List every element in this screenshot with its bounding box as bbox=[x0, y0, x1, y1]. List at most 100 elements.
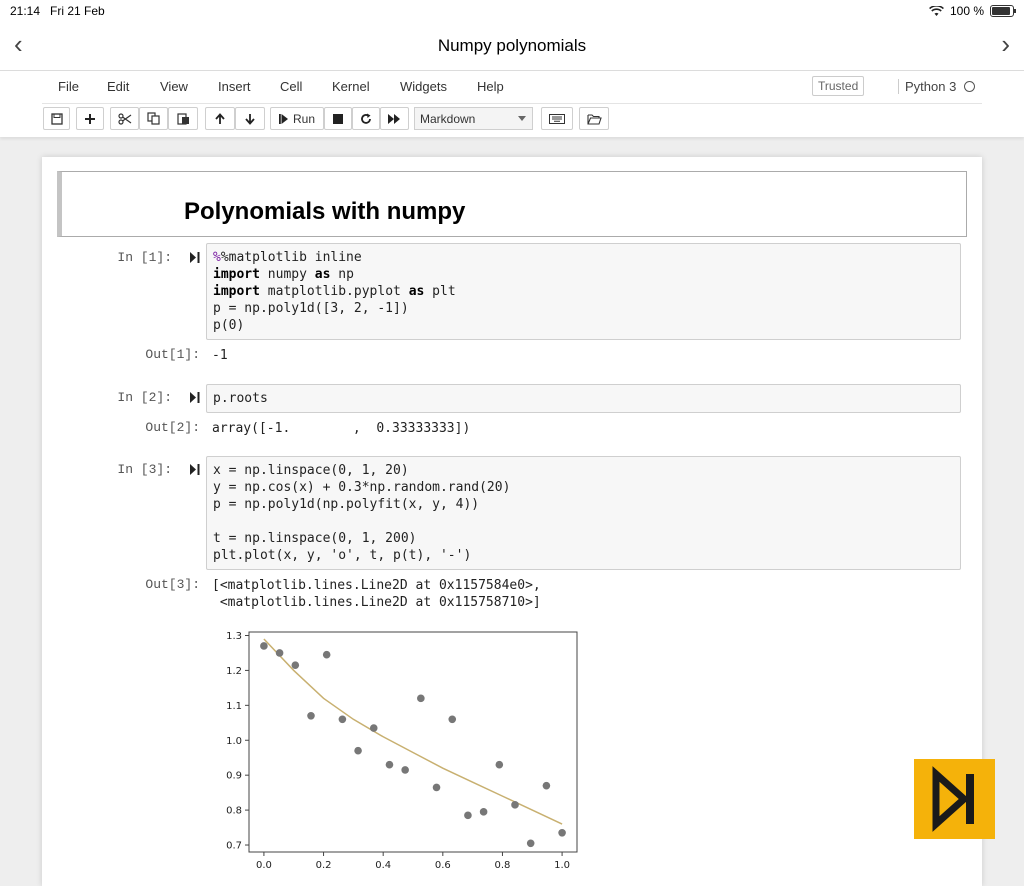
move-down-button[interactable] bbox=[235, 107, 265, 130]
copy-button[interactable] bbox=[139, 107, 168, 130]
folder-open-icon bbox=[586, 113, 602, 125]
code-line: import numpy as np bbox=[213, 267, 354, 282]
output-1: -1 bbox=[212, 348, 228, 363]
forward-arrow-icon[interactable]: › bbox=[1001, 29, 1010, 59]
menu-cell[interactable]: Cell bbox=[280, 79, 303, 94]
status-time-date: 21:14 Fri 21 Feb bbox=[10, 4, 105, 18]
data-point bbox=[307, 712, 315, 720]
insert-cell-button[interactable] bbox=[76, 107, 104, 130]
menu-kernel[interactable]: Kernel bbox=[332, 79, 370, 94]
data-point bbox=[369, 724, 378, 732]
back-arrow-icon[interactable]: ‹ bbox=[14, 29, 23, 59]
y-tick-label: 1.2 bbox=[226, 666, 242, 677]
wifi-icon bbox=[929, 5, 944, 16]
menu-edit[interactable]: Edit bbox=[107, 79, 130, 94]
x-tick-label: 1.0 bbox=[554, 860, 570, 871]
data-point bbox=[260, 642, 268, 650]
out-prompt-3: Out[3]: bbox=[145, 577, 200, 592]
data-point bbox=[417, 694, 425, 703]
menu-view[interactable]: View bbox=[160, 79, 188, 94]
fit-line bbox=[263, 638, 563, 825]
menu-insert[interactable]: Insert bbox=[218, 79, 251, 94]
trusted-badge[interactable]: Trusted bbox=[812, 76, 865, 96]
data-point bbox=[448, 715, 457, 724]
run-cell-icon[interactable] bbox=[190, 252, 200, 263]
code-line: p(0) bbox=[213, 318, 245, 333]
data-point bbox=[291, 661, 300, 669]
y-tick-label: 0.8 bbox=[226, 806, 242, 817]
status-right: 100 % bbox=[929, 4, 1016, 18]
data-point bbox=[558, 828, 566, 837]
markdown-cell[interactable]: Polynomials with numpy bbox=[57, 171, 967, 237]
step-forward-logo-icon bbox=[932, 766, 974, 832]
code-line bbox=[213, 513, 954, 530]
command-palette-button[interactable] bbox=[541, 107, 573, 130]
code-cell-3[interactable]: x = np.linspace(0, 1, 20) y = np.cos(x) … bbox=[206, 456, 961, 570]
scatter-plot: 0.0 0.2 0.4 0.6 0.8 1.0 0.7 0.8 0.9 1.0 1.1 1.2 1.3 bbox=[226, 631, 578, 871]
data-point bbox=[479, 808, 488, 816]
status-date: Fri 21 Feb bbox=[50, 4, 105, 18]
plus-icon bbox=[85, 113, 95, 124]
menu-widgets[interactable]: Widgets bbox=[400, 79, 447, 94]
in-prompt-3: In [3]: bbox=[117, 462, 172, 477]
out-prompt-1: Out[1]: bbox=[145, 347, 200, 362]
restart-button[interactable] bbox=[352, 107, 380, 130]
code-line: p = np.poly1d([3, 2, -1]) bbox=[213, 301, 409, 316]
code-line-text: %matplotlib inline bbox=[220, 250, 362, 265]
menu-file[interactable]: File bbox=[58, 79, 79, 94]
x-tick-label: 0.4 bbox=[375, 860, 391, 871]
in-prompt-2: In [2]: bbox=[117, 390, 172, 405]
in-prompt-1: In [1]: bbox=[117, 250, 172, 265]
run-cell-icon[interactable] bbox=[190, 392, 200, 403]
run-button[interactable]: Run bbox=[270, 107, 324, 130]
step-forward-icon bbox=[278, 113, 288, 124]
code-line: p.roots bbox=[213, 391, 268, 406]
y-tick-label: 0.7 bbox=[226, 841, 242, 852]
scissors-icon bbox=[117, 112, 131, 125]
status-bar: 21:14 Fri 21 Feb 100 % bbox=[0, 0, 1024, 22]
copy-icon bbox=[147, 112, 160, 125]
logo bbox=[914, 759, 995, 839]
arrow-up-icon bbox=[215, 112, 225, 124]
data-point bbox=[432, 783, 441, 792]
refresh-icon bbox=[361, 113, 371, 124]
keyboard-icon bbox=[549, 113, 565, 124]
code-line: %%matplotlib inline bbox=[213, 250, 362, 265]
kernel-name[interactable]: Python 3 bbox=[898, 79, 956, 94]
data-point bbox=[338, 715, 347, 724]
paste-icon bbox=[176, 113, 189, 125]
paste-button[interactable] bbox=[168, 107, 198, 130]
code-cell-1[interactable]: %%matplotlib inline import numpy as np i… bbox=[206, 243, 961, 340]
code-line: p = np.poly1d(np.polyfit(x, y, 4)) bbox=[213, 497, 480, 512]
code-line: t = np.linspace(0, 1, 200) bbox=[213, 531, 417, 546]
plot-frame bbox=[248, 631, 578, 853]
data-point bbox=[526, 839, 535, 848]
save-button[interactable] bbox=[43, 107, 70, 130]
restart-run-all-button[interactable] bbox=[380, 107, 409, 130]
output-2: array([-1. , 0.33333333]) bbox=[212, 421, 471, 436]
fast-forward-icon bbox=[388, 113, 400, 124]
notebook-heading: Polynomials with numpy bbox=[184, 198, 466, 225]
code-line: y = np.cos(x) + 0.3*np.random.rand(20) bbox=[213, 480, 511, 495]
x-tick-label: 0.8 bbox=[495, 860, 511, 871]
data-point bbox=[511, 801, 519, 809]
cell-type-select[interactable]: Markdown bbox=[414, 107, 533, 130]
x-tick-label: 0.0 bbox=[256, 860, 272, 871]
x-tick-label: 0.2 bbox=[316, 860, 332, 871]
open-file-button[interactable] bbox=[579, 107, 609, 130]
menu-bar: File Edit View Insert Cell Kernel Widget… bbox=[42, 71, 982, 104]
run-cell-icon[interactable] bbox=[190, 464, 200, 475]
code-line: plt.plot(x, y, 'o', t, p(t), '-') bbox=[213, 548, 472, 563]
code-line: import matplotlib.pyplot as plt bbox=[213, 284, 456, 299]
code-cell-2[interactable]: p.roots bbox=[206, 384, 961, 413]
interrupt-button[interactable] bbox=[324, 107, 352, 130]
move-up-button[interactable] bbox=[205, 107, 235, 130]
out-prompt-2: Out[2]: bbox=[145, 420, 200, 435]
page-title: Numpy polynomials bbox=[437, 36, 587, 55]
cut-button[interactable] bbox=[110, 107, 139, 130]
data-point bbox=[385, 760, 394, 769]
menu-help[interactable]: Help bbox=[477, 79, 504, 94]
chevron-down-icon bbox=[518, 116, 526, 121]
output-3-line-1: [<matplotlib.lines.Line2D at 0x1157584e0… bbox=[212, 578, 541, 593]
y-tick-label: 0.9 bbox=[226, 771, 242, 782]
